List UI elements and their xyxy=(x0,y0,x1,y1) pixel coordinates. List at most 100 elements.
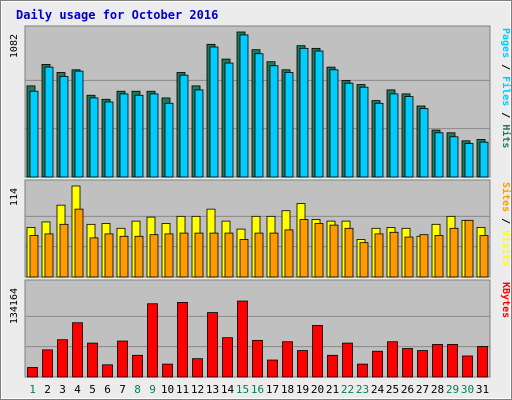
bar-files-day-23 xyxy=(359,86,369,178)
bar-sites-day-10 xyxy=(164,233,174,278)
bar-sites-day-22 xyxy=(344,227,354,278)
legend-separator: / xyxy=(500,212,511,230)
legend-item-kbytes: KBytes xyxy=(500,282,511,318)
x-tick-label-31: 31 xyxy=(476,383,489,396)
bar-files-day-7 xyxy=(119,93,129,178)
bar-kbytes-day-13 xyxy=(207,312,218,378)
bar-sites-day-18 xyxy=(284,229,294,278)
bar-kbytes-day-25 xyxy=(387,341,398,378)
bar-kbytes-day-27 xyxy=(417,350,428,378)
x-tick-label-17: 17 xyxy=(266,383,279,396)
bar-kbytes-day-11 xyxy=(177,301,188,378)
bar-kbytes-day-5 xyxy=(87,342,98,378)
bar-files-day-13 xyxy=(209,46,219,178)
bar-files-day-27 xyxy=(419,108,429,178)
bar-files-day-6 xyxy=(104,101,114,178)
bar-sites-day-13 xyxy=(209,232,219,278)
bar-files-day-4 xyxy=(74,70,84,178)
bar-sites-day-19 xyxy=(299,219,309,278)
bar-kbytes-day-17 xyxy=(267,359,278,378)
bar-kbytes-day-22 xyxy=(342,342,353,378)
x-tick-label-8: 8 xyxy=(134,383,141,396)
bar-sites-day-30 xyxy=(464,219,474,278)
bar-files-day-16 xyxy=(254,53,264,178)
bar-kbytes-day-21 xyxy=(327,354,338,378)
legend-item-pages: Pages xyxy=(500,28,511,58)
bar-files-day-2 xyxy=(44,66,54,178)
bar-sites-day-8 xyxy=(134,235,144,278)
x-tick-label-5: 5 xyxy=(89,383,96,396)
bar-sites-day-26 xyxy=(404,236,414,278)
bar-sites-day-15 xyxy=(239,239,249,278)
legend-item-hits: Hits xyxy=(500,124,512,148)
x-tick-label-27: 27 xyxy=(416,383,429,396)
bar-kbytes-day-16 xyxy=(252,339,263,378)
x-tick-label-25: 25 xyxy=(386,383,399,396)
x-tick-label-28: 28 xyxy=(431,383,444,396)
bar-sites-day-5 xyxy=(89,237,99,278)
bar-files-day-29 xyxy=(449,136,459,178)
x-tick-label-12: 12 xyxy=(191,383,204,396)
bar-files-day-8 xyxy=(134,94,144,178)
legend-separator: / xyxy=(500,106,511,124)
bar-kbytes-day-14 xyxy=(222,337,233,378)
bar-sites-day-6 xyxy=(104,233,114,278)
bar-sites-day-24 xyxy=(374,233,384,278)
bar-sites-day-28 xyxy=(434,235,444,278)
bar-kbytes-day-23 xyxy=(357,363,368,378)
bar-files-day-19 xyxy=(299,47,309,178)
legend-item-sites: Sites xyxy=(500,182,512,212)
x-tick-label-23: 23 xyxy=(356,383,369,396)
bar-files-day-28 xyxy=(434,132,444,178)
bar-kbytes-day-18 xyxy=(282,341,293,378)
bar-sites-day-9 xyxy=(149,234,159,278)
x-tick-label-22: 22 xyxy=(341,383,354,396)
bar-kbytes-day-20 xyxy=(312,325,323,378)
bar-kbytes-day-4 xyxy=(72,322,83,378)
bar-sites-day-25 xyxy=(389,231,399,278)
chart-title: Daily usage for October 2016 xyxy=(16,8,218,22)
bar-kbytes-day-12 xyxy=(192,358,203,378)
bar-files-day-11 xyxy=(179,74,189,178)
bar-sites-day-2 xyxy=(44,233,54,278)
bar-sites-day-1 xyxy=(29,235,39,278)
bar-sites-day-7 xyxy=(119,235,129,278)
panel-2: 114 Sites / Visits xyxy=(9,179,512,278)
bar-sites-day-17 xyxy=(269,232,279,278)
panel-1: 1082 Pages / Files / Hits xyxy=(9,25,512,178)
bar-files-day-9 xyxy=(149,93,159,178)
x-tick-label-6: 6 xyxy=(104,383,111,396)
y-max-label: 1082 xyxy=(9,34,20,58)
panel-3: 134164 KBytes xyxy=(9,279,511,378)
x-tick-label-7: 7 xyxy=(119,383,126,396)
bar-files-day-1 xyxy=(29,90,39,178)
legend-separator: / xyxy=(500,58,511,76)
bar-sites-day-11 xyxy=(179,232,189,278)
x-tick-label-1: 1 xyxy=(29,383,36,396)
y-max-label: 114 xyxy=(9,188,20,206)
bar-kbytes-day-3 xyxy=(57,339,68,378)
legend: Sites / Visits xyxy=(500,182,512,266)
bar-files-day-25 xyxy=(389,93,399,178)
bar-kbytes-day-24 xyxy=(372,350,383,378)
x-tick-label-29: 29 xyxy=(446,383,459,396)
bar-files-day-30 xyxy=(464,143,474,178)
x-tick-label-10: 10 xyxy=(161,383,174,396)
x-tick-label-3: 3 xyxy=(59,383,66,396)
bar-kbytes-day-9 xyxy=(147,303,158,378)
x-tick-label-2: 2 xyxy=(44,383,51,396)
x-tick-label-24: 24 xyxy=(371,383,385,396)
x-tick-label-4: 4 xyxy=(74,383,81,396)
bar-kbytes-day-28 xyxy=(432,344,443,378)
bar-kbytes-day-8 xyxy=(132,354,143,378)
bar-files-day-12 xyxy=(194,89,204,178)
bar-files-day-24 xyxy=(374,102,384,178)
legend: KBytes xyxy=(500,282,511,318)
bar-files-day-21 xyxy=(329,69,339,178)
x-axis-labels: 1 2 3 4 5 6 7 8 9 10 11 12 13 14 15 16 17 18 19 20 21 22 23 24 2… xyxy=(29,383,489,396)
x-tick-label-13: 13 xyxy=(206,383,219,396)
x-tick-label-9: 9 xyxy=(149,383,156,396)
bar-sites-day-31 xyxy=(479,235,489,278)
